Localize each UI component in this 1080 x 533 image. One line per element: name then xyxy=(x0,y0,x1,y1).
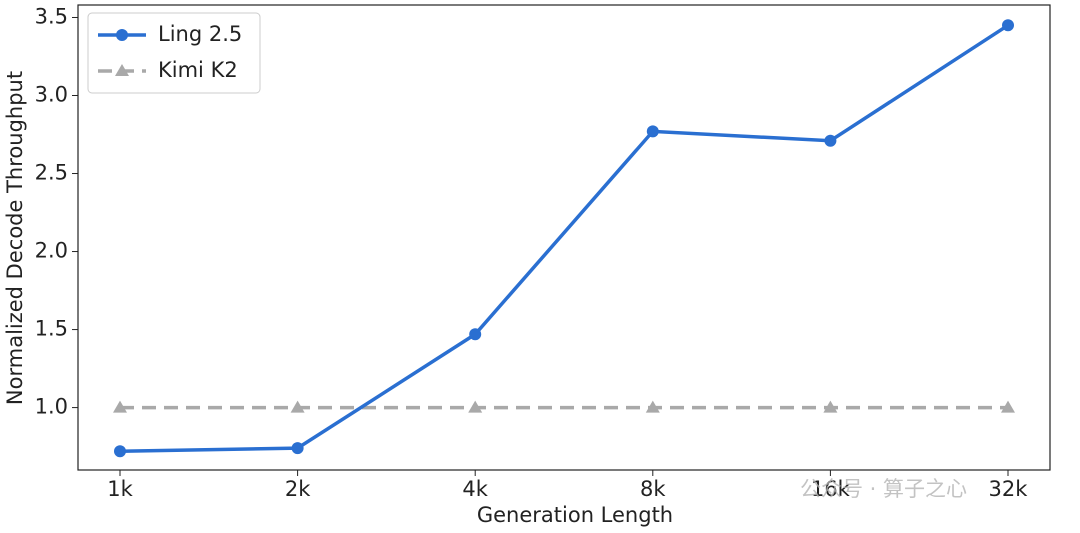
x-tick-label: 1k xyxy=(107,477,133,501)
data-point xyxy=(468,400,483,413)
x-tick-label: 8k xyxy=(640,477,666,501)
watermark: 公众号 · 算子之心 xyxy=(800,477,967,501)
data-point xyxy=(1001,400,1015,413)
x-tick-label: 2k xyxy=(285,477,311,501)
data-point xyxy=(469,328,482,341)
x-tick-label: 16k xyxy=(811,477,851,501)
x-tick-label: 32k xyxy=(989,477,1029,501)
data-point xyxy=(291,442,304,455)
x-tick-label: 4k xyxy=(462,477,488,501)
y-tick-label: 2.5 xyxy=(35,161,68,185)
legend-label: Kimi K2 xyxy=(158,58,238,82)
legend-marker xyxy=(115,64,129,76)
legend-box xyxy=(87,12,261,94)
data-point xyxy=(113,400,127,413)
data-point xyxy=(1002,19,1014,32)
x-axis-label: Generation Length xyxy=(477,503,673,527)
y-axis-label: Normalized Decode Throughput xyxy=(3,71,27,405)
y-tick-label: 1.0 xyxy=(35,395,68,419)
y-tick-label: 3.0 xyxy=(35,83,68,107)
y-tick-label: 1.5 xyxy=(35,317,68,341)
legend-marker xyxy=(116,29,128,41)
data-point xyxy=(114,445,126,458)
legend-label: Ling 2.5 xyxy=(158,22,242,46)
plot-frame xyxy=(77,4,1051,471)
y-tick-label: 2.0 xyxy=(35,239,68,263)
data-point xyxy=(645,400,660,413)
data-point xyxy=(290,400,305,413)
data-point xyxy=(824,134,837,147)
series-line xyxy=(119,23,1009,454)
data-point xyxy=(646,125,659,138)
data-point xyxy=(823,400,838,413)
y-tick-label: 3.5 xyxy=(35,4,68,28)
